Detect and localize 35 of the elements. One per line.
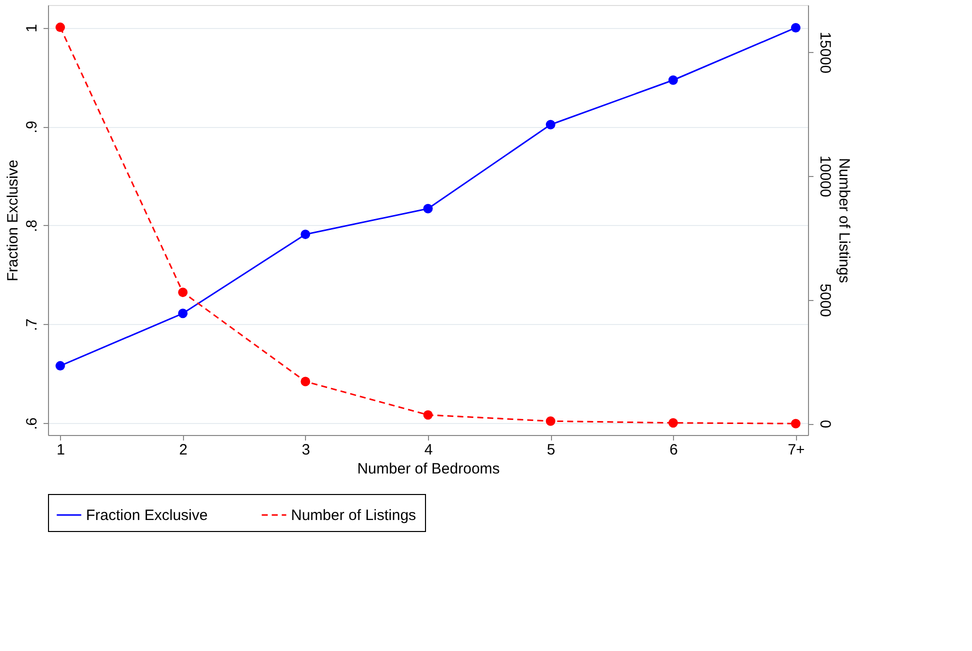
y-tick-label: .9 xyxy=(24,120,40,134)
point xyxy=(668,75,678,85)
point xyxy=(300,230,310,240)
y2-tick-label: 10000 xyxy=(816,156,834,198)
y2-axis-title: Number of Listings xyxy=(836,158,852,284)
x-tick-label: 2 xyxy=(179,442,188,458)
x-tick-label: 5 xyxy=(546,442,556,458)
x-tick-label: 7+ xyxy=(788,442,806,458)
x-tick-label: 1 xyxy=(56,442,65,458)
point xyxy=(546,120,556,130)
y-tick-label: 1 xyxy=(24,24,40,32)
point xyxy=(56,361,65,371)
x-tick-label: 4 xyxy=(424,442,433,458)
y2-tick-label: 0 xyxy=(816,420,834,428)
point xyxy=(423,410,433,420)
point xyxy=(178,288,188,298)
point xyxy=(56,22,65,32)
y-axis-title: Fraction Exclusive xyxy=(4,160,22,282)
point xyxy=(300,376,310,386)
point xyxy=(178,308,188,318)
legend-label: Fraction Exclusive xyxy=(86,507,208,524)
y2-tick-label: 15000 xyxy=(816,32,834,74)
point xyxy=(423,204,433,214)
point xyxy=(668,418,678,428)
y-tick-label: .7 xyxy=(24,318,40,332)
y-tick-label: .8 xyxy=(24,220,40,232)
point xyxy=(546,416,556,426)
y-tick-label: .6 xyxy=(24,417,40,430)
y2-tick-label: 5000 xyxy=(816,284,834,317)
x-tick-label: 3 xyxy=(302,442,310,458)
point xyxy=(791,418,800,428)
x-tick-label: 6 xyxy=(669,442,678,458)
point xyxy=(791,23,800,32)
legend-label: Number of Listings xyxy=(291,507,416,524)
x-axis-title: Number of Bedrooms xyxy=(357,460,500,478)
